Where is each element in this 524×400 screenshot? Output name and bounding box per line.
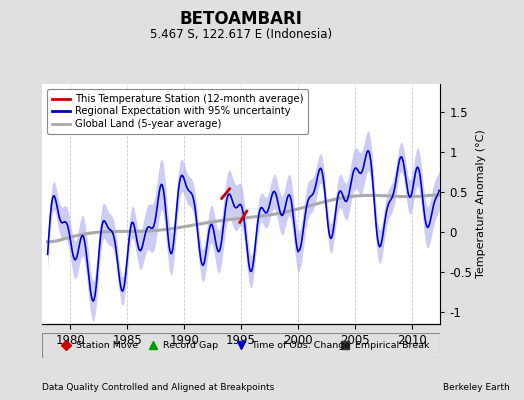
Y-axis label: Temperature Anomaly (°C): Temperature Anomaly (°C) (476, 130, 486, 278)
Text: Berkeley Earth: Berkeley Earth (443, 383, 509, 392)
Text: Record Gap: Record Gap (163, 341, 219, 350)
Text: BETOAMBARI: BETOAMBARI (180, 10, 302, 28)
Text: 5.467 S, 122.617 E (Indonesia): 5.467 S, 122.617 E (Indonesia) (150, 28, 332, 41)
Text: Time of Obs. Change: Time of Obs. Change (251, 341, 350, 350)
Legend: This Temperature Station (12-month average), Regional Expectation with 95% uncer: This Temperature Station (12-month avera… (47, 89, 309, 134)
Text: Empirical Break: Empirical Break (355, 341, 429, 350)
Text: Station Move: Station Move (76, 341, 138, 350)
Text: Data Quality Controlled and Aligned at Breakpoints: Data Quality Controlled and Aligned at B… (42, 383, 274, 392)
